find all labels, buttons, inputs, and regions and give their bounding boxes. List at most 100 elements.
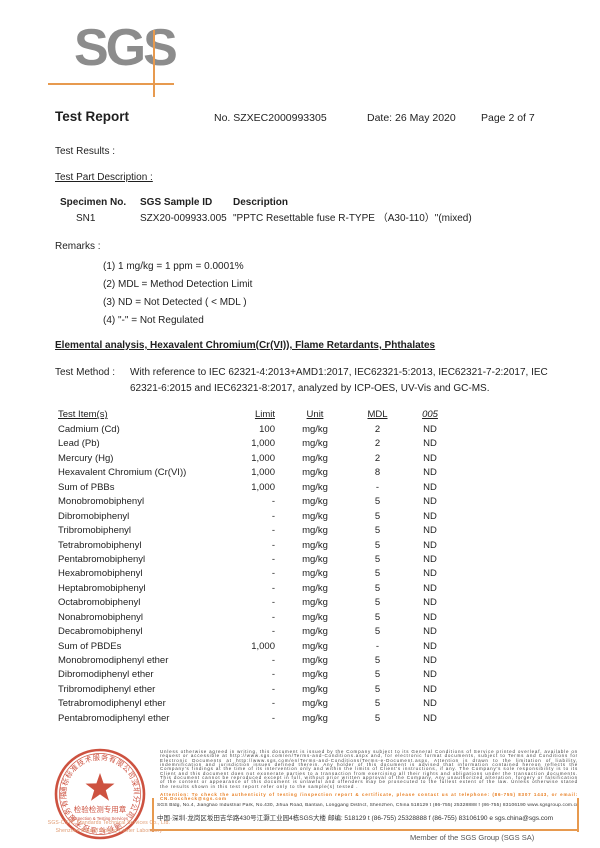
specimen-col-header: Specimen No.	[60, 197, 127, 208]
cell-limit: -	[271, 698, 275, 710]
cell-mdl: 5	[374, 669, 381, 681]
sample-id-value: SZX20-009933.005	[140, 213, 227, 224]
sgs-logo: SGS	[74, 19, 178, 77]
stamp-company-line1: SGS-CSTC Standards Technical Services Co…	[47, 820, 171, 826]
legal-fine-print: Unless otherwise agreed in writing, this…	[160, 749, 578, 789]
cell-result: ND	[423, 582, 437, 594]
legal-line: appearance of this document is unlawful …	[160, 779, 578, 789]
table-row: Octabromobiphenyl - mg/kg 5 ND	[55, 596, 460, 610]
section-heading: Elemental analysis, Hexavalent Chromium(…	[55, 340, 436, 351]
table-row: Dibromobiphenyl - mg/kg 5 ND	[55, 510, 460, 524]
table-row: Pentabromodiphenyl ether - mg/kg 5 ND	[55, 712, 460, 726]
cell-test-item: Pentabromodiphenyl ether	[58, 712, 170, 724]
inspection-stamp: 通标标准技术服务有限公司深圳分公司 · 通标标准技术服务有限公司 检验检测专用章…	[50, 746, 146, 840]
col-mdl: MDL	[367, 409, 388, 420]
table-row: Pentabromobiphenyl - mg/kg 5 ND	[55, 553, 460, 567]
cell-limit: -	[271, 611, 275, 623]
table-row: Heptabromobiphenyl - mg/kg 5 ND	[55, 582, 460, 596]
cell-unit: mg/kg	[302, 669, 328, 681]
cell-test-item: Lead (Pb)	[58, 438, 100, 450]
cell-result: ND	[423, 655, 437, 666]
table-row: Lead (Pb) 1,000 mg/kg 2 ND	[55, 437, 460, 451]
col-limit: Limit	[254, 409, 275, 420]
cell-unit: mg/kg	[302, 496, 328, 508]
cell-mdl: 5	[374, 597, 381, 609]
legal-line: advised that information contained hereo…	[160, 762, 578, 772]
cell-result: ND	[423, 669, 437, 681]
cell-limit: -	[271, 525, 275, 537]
cell-mdl: -	[375, 481, 380, 493]
stamp-star-icon	[85, 773, 115, 801]
cell-mdl: 5	[374, 525, 381, 537]
remark-item: (1) 1 mg/kg = 1 ppm = 0.0001%	[103, 261, 244, 272]
cell-test-item: Mercury (Hg)	[58, 452, 114, 464]
test-method-label: Test Method :	[55, 367, 116, 378]
authenticity-line: Attention: To check the authenticity of …	[160, 792, 550, 797]
cell-test-item: Nonabromobiphenyl	[58, 611, 144, 623]
remarks-heading: Remarks :	[55, 241, 101, 252]
page-indicator: Page 2 of 7	[481, 112, 535, 124]
logo-crosshair-horizontal	[48, 83, 174, 85]
cell-unit: mg/kg	[302, 626, 328, 638]
cell-limit: 1,000	[251, 481, 275, 493]
cell-result: ND	[423, 683, 437, 695]
legal-line: subject to Terms and Conditions for Elec…	[160, 753, 578, 763]
cell-unit: mg/kg	[302, 698, 328, 710]
cell-limit: -	[271, 496, 275, 508]
specimen-table: Specimen No. SGS Sample ID Description S…	[60, 195, 472, 227]
cell-limit: -	[271, 553, 275, 565]
cell-mdl: 5	[374, 712, 381, 724]
logo-crosshair-vertical	[153, 30, 155, 97]
cell-result: ND	[423, 539, 437, 551]
test-method-row: Test Method : With reference to IEC 6232…	[55, 365, 549, 397]
table-row: Decabromobiphenyl - mg/kg 5 ND	[55, 625, 460, 639]
col-test-items: Test Item(s)	[58, 409, 108, 420]
cell-result: ND	[423, 452, 437, 464]
footer-rule	[150, 829, 579, 831]
cell-mdl: 8	[374, 467, 381, 479]
cell-unit: mg/kg	[302, 712, 328, 724]
table-row: Tetrabromodiphenyl ether - mg/kg 5 ND	[55, 697, 460, 711]
cell-mdl: -	[375, 640, 380, 652]
cell-test-item: Hexavalent Chromium (Cr(VI))	[58, 467, 187, 479]
cell-result: ND	[423, 496, 437, 508]
cell-unit: mg/kg	[302, 683, 328, 695]
stamp-company-line2: Shenzhen Branch Testing Center Laborator…	[55, 828, 163, 834]
legal-line: Unless otherwise agreed in writing, this…	[160, 749, 516, 754]
cell-mdl: 5	[374, 626, 381, 638]
report-number: No. SZXEC2000993305	[214, 112, 327, 124]
cell-limit: -	[271, 582, 275, 594]
table-row: Tribromobiphenyl - mg/kg 5 ND	[55, 524, 460, 538]
cell-result: ND	[423, 611, 437, 623]
cell-limit: 1,000	[251, 452, 275, 464]
table-row: Nonabromobiphenyl - mg/kg 5 ND	[55, 611, 460, 625]
cell-limit: -	[271, 655, 275, 666]
table-row: Cadmium (Cd) 100 mg/kg 2 ND	[55, 423, 460, 437]
cell-limit: 1,000	[251, 640, 275, 652]
cell-unit: mg/kg	[302, 525, 328, 537]
cell-mdl: 2	[374, 452, 381, 464]
address-english: SGS Bldg, No.4, Jianghao Industrial Park…	[157, 803, 577, 808]
table-row: Tribromodiphenyl ether - mg/kg 5 ND	[55, 683, 460, 697]
cell-test-item: Hexabromobiphenyl	[58, 568, 143, 580]
cell-mdl: 5	[374, 683, 381, 695]
table-row: Sum of PBDEs 1,000 mg/kg - ND	[55, 640, 460, 654]
table-row: Hexabromobiphenyl - mg/kg 5 ND	[55, 567, 460, 581]
cell-test-item: Dibromodiphenyl ether	[58, 669, 154, 681]
remark-item: (3) ND = Not Detected ( < MDL )	[103, 297, 247, 308]
legal-line: overleaf, available on request or access…	[160, 749, 578, 759]
specimen-no-value: SN1	[76, 213, 96, 224]
legal-line: Attention is drawn to the limitation of …	[160, 757, 578, 768]
cell-mdl: 5	[374, 582, 381, 594]
cell-unit: mg/kg	[302, 568, 328, 580]
description-col-header: Description	[233, 197, 289, 208]
test-method-text: With reference to IEC 62321-4:2013+AMD1:…	[130, 367, 548, 394]
cell-unit: mg/kg	[302, 452, 328, 464]
cell-result: ND	[423, 438, 437, 450]
cell-result: ND	[423, 640, 437, 652]
cell-result: ND	[423, 568, 437, 580]
cell-unit: mg/kg	[302, 510, 328, 522]
cell-result: ND	[423, 424, 437, 435]
col-unit: Unit	[306, 409, 324, 420]
table-row: Monobromobiphenyl - mg/kg 5 ND	[55, 495, 460, 509]
